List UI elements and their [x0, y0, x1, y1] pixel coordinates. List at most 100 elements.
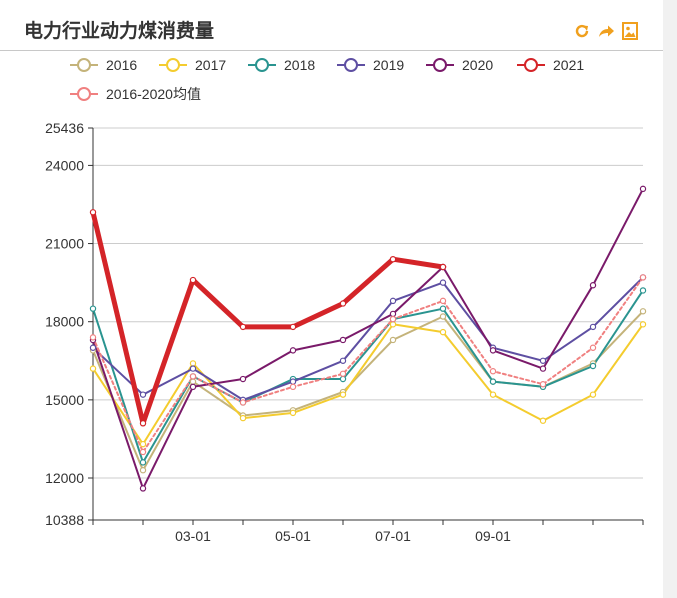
data-point[interactable]: [239, 414, 247, 422]
line-chart: 2016 2017 2018 2019 2020 2021 2016-2020均值 1038…: [45, 57, 647, 544]
data-point[interactable]: [289, 383, 297, 391]
data-point[interactable]: [489, 391, 497, 398]
data-point[interactable]: [439, 263, 447, 271]
y-tick-label: 24000: [45, 157, 84, 173]
data-point[interactable]: [389, 310, 397, 318]
data-point[interactable]: [289, 347, 297, 354]
data-point[interactable]: [189, 383, 197, 391]
data-point[interactable]: [589, 282, 597, 289]
data-point[interactable]: [489, 378, 497, 385]
y-tick-label: 15000: [45, 392, 84, 408]
y-tick-label: 21000: [45, 236, 84, 252]
data-point[interactable]: [589, 362, 597, 370]
data-point[interactable]: [139, 420, 147, 427]
chart-panel: 电力行业动力煤消费量 2016 2017 2018 2019 2020 2021 2016-…: [0, 0, 663, 544]
save-image-icon[interactable]: [621, 22, 639, 40]
legend-label: 2017: [195, 57, 226, 73]
data-point[interactable]: [589, 391, 597, 398]
legend-item-2020[interactable]: 2020: [426, 57, 493, 73]
series-line-2018: [92, 289, 644, 464]
data-point[interactable]: [139, 448, 147, 456]
legend-item-2018[interactable]: 2018: [248, 57, 315, 73]
data-point[interactable]: [439, 305, 447, 312]
data-point[interactable]: [289, 378, 297, 385]
legend-swatch-marker: [166, 58, 180, 72]
data-point[interactable]: [289, 409, 297, 417]
legend-swatch-marker: [344, 58, 358, 72]
y-tick-label: 25436: [45, 120, 84, 136]
data-point[interactable]: [239, 375, 247, 383]
data-point[interactable]: [439, 297, 447, 305]
x-tick-label: 03-01: [175, 528, 211, 544]
x-tick-label: 05-01: [275, 528, 311, 544]
data-point[interactable]: [239, 399, 247, 406]
scrollbar[interactable]: [663, 0, 677, 598]
series-line-2016-2020均值: [92, 276, 644, 453]
page-title: 电力行业动力煤消费量: [24, 21, 215, 42]
data-point[interactable]: [439, 313, 447, 320]
chart-series: [90, 187, 644, 490]
data-point[interactable]: [589, 323, 597, 331]
data-point[interactable]: [439, 279, 447, 286]
panel-header: 电力行业动力煤消费量: [0, 0, 663, 51]
data-point[interactable]: [439, 328, 447, 336]
data-point[interactable]: [639, 308, 647, 315]
data-point[interactable]: [539, 381, 547, 388]
data-point[interactable]: [339, 300, 347, 307]
data-point[interactable]: [189, 373, 197, 380]
data-point[interactable]: [139, 466, 147, 474]
data-point[interactable]: [639, 321, 647, 328]
data-point[interactable]: [189, 276, 197, 284]
data-point[interactable]: [589, 344, 597, 351]
data-point[interactable]: [339, 391, 347, 398]
data-point[interactable]: [489, 368, 497, 375]
data-point[interactable]: [339, 336, 347, 344]
data-point[interactable]: [89, 334, 97, 341]
data-point[interactable]: [139, 485, 147, 492]
data-point[interactable]: [539, 357, 547, 364]
data-point[interactable]: [89, 365, 97, 372]
data-point[interactable]: [389, 336, 397, 344]
data-point[interactable]: [189, 378, 197, 385]
data-point[interactable]: [289, 323, 297, 331]
share-arrow-icon[interactable]: [597, 22, 615, 40]
refresh-icon[interactable]: [573, 22, 591, 40]
data-point[interactable]: [239, 323, 247, 331]
data-point[interactable]: [189, 365, 197, 372]
data-point[interactable]: [139, 440, 147, 448]
data-point[interactable]: [489, 347, 497, 354]
data-point[interactable]: [89, 305, 97, 312]
legend-item-2021[interactable]: 2021: [517, 57, 584, 73]
legend-item-2019[interactable]: 2019: [337, 57, 404, 73]
data-point[interactable]: [339, 370, 347, 378]
legend-item-2016[interactable]: 2016: [70, 57, 137, 73]
data-point[interactable]: [389, 255, 397, 263]
data-point[interactable]: [539, 417, 547, 424]
data-point[interactable]: [189, 360, 197, 367]
legend-item-2016-2020均值[interactable]: 2016-2020均值: [70, 86, 201, 102]
chart-grid: [93, 127, 643, 479]
data-point[interactable]: [539, 365, 547, 372]
y-tick-label: 12000: [45, 470, 84, 486]
data-point[interactable]: [389, 321, 397, 328]
data-point[interactable]: [639, 274, 647, 281]
data-point[interactable]: [89, 344, 97, 351]
legend-label: 2018: [284, 57, 315, 73]
data-point[interactable]: [139, 391, 147, 398]
legend-label: 2016: [106, 57, 137, 73]
toolbox: [573, 22, 639, 40]
data-point[interactable]: [339, 375, 347, 383]
series-line-2017: [92, 323, 644, 446]
y-tick-label: 10388: [45, 512, 84, 528]
data-point[interactable]: [639, 185, 647, 193]
legend-swatch-marker: [524, 58, 538, 72]
legend-item-2017[interactable]: 2017: [159, 57, 226, 73]
data-point[interactable]: [389, 315, 397, 323]
data-point[interactable]: [639, 287, 647, 294]
data-point[interactable]: [139, 459, 147, 466]
y-tick-label: 18000: [45, 314, 84, 330]
data-point[interactable]: [339, 357, 347, 364]
data-point[interactable]: [389, 297, 397, 305]
data-point[interactable]: [89, 209, 97, 216]
chart-points: [89, 185, 647, 492]
